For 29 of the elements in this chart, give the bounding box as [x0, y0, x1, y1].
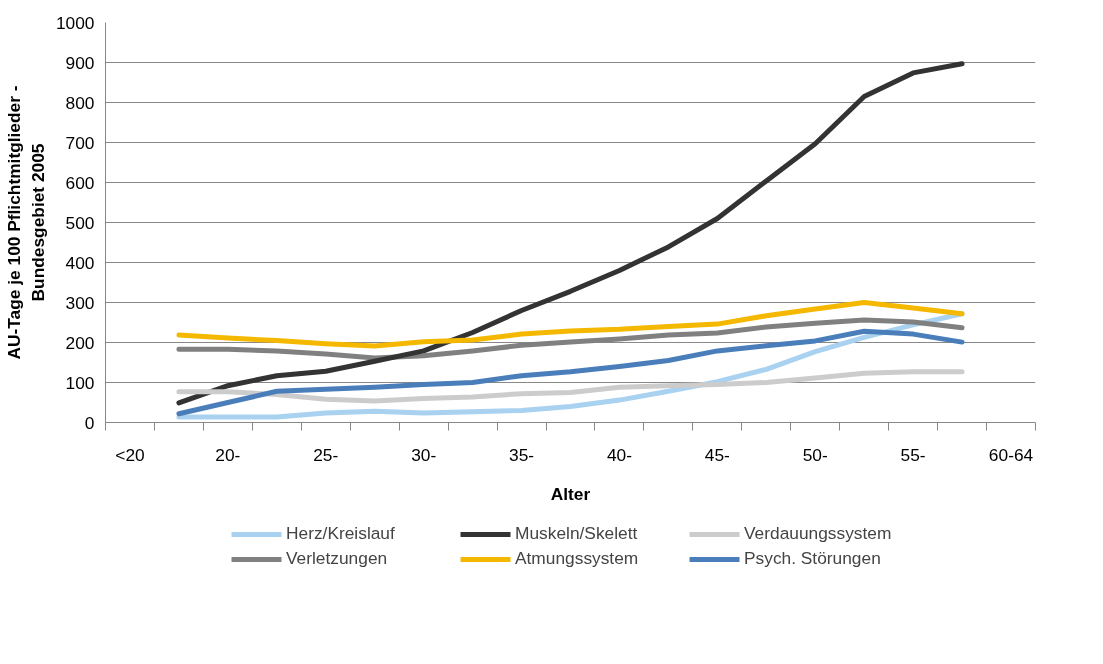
x-axis-title: Alter [550, 483, 591, 504]
x-tick-label: 55- [900, 444, 926, 465]
x-tick-label: 60-64 [988, 444, 1034, 465]
y-tick-label: 400 [65, 252, 95, 273]
y-tick-label: 600 [65, 172, 95, 193]
legend-label: Verletzungen [286, 548, 389, 569]
x-tick-label: 35- [509, 444, 535, 465]
x-tick-label: 40- [606, 444, 632, 465]
y-tick-label: 500 [65, 212, 95, 233]
y-tick-label: 0 [84, 412, 95, 433]
legend-label: Atmungssystem [515, 548, 640, 569]
legend-label: Verdauungssystem [744, 523, 893, 544]
x-tick-label: 45- [704, 444, 730, 465]
x-tick-label: <20 [115, 444, 145, 465]
x-tick-label: 20- [215, 444, 241, 465]
y-tick-label: 300 [65, 292, 95, 313]
legend-label: Muskeln/Skelett [515, 523, 639, 544]
y-tick-label: 1000 [55, 12, 95, 33]
x-tick-label: 30- [411, 444, 437, 465]
legend-label: Herz/Kreislauf [286, 523, 396, 544]
y-tick-label: 100 [65, 372, 95, 393]
y-tick-label: 200 [65, 332, 95, 353]
x-tick-label: 25- [313, 444, 339, 465]
y-tick-label: 900 [65, 52, 95, 73]
y-tick-label: 800 [65, 92, 95, 113]
legend-label: Psych. Störungen [744, 548, 882, 569]
y-tick-label: 700 [65, 132, 95, 153]
y-axis-title: AU-Tage je 100 Pflichtmitglieder - Bundesgebiet 2005 [3, 85, 48, 360]
x-tick-label: 50- [802, 444, 828, 465]
